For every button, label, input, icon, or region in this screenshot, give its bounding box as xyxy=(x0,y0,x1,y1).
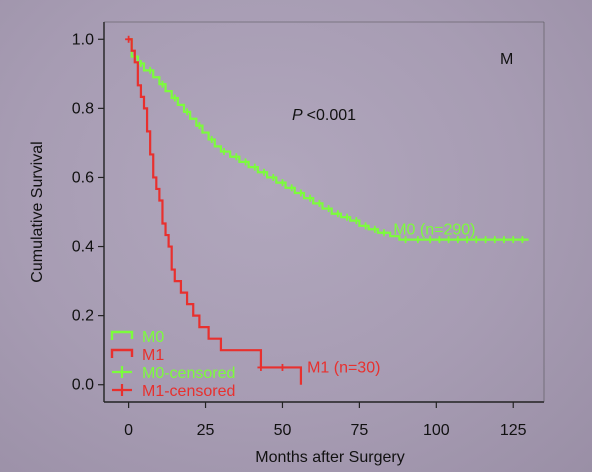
y-tick-label: 0.6 xyxy=(72,169,94,186)
censor-mark-m0 xyxy=(260,168,268,176)
censor-mark-m0 xyxy=(183,108,191,116)
censor-mark-m0 xyxy=(518,236,526,244)
series-layer: M0 (n=290) M1 (n=30) xyxy=(125,35,529,385)
censor-mark-m0 xyxy=(454,236,462,244)
x-axis-title: Months after Surgery xyxy=(255,449,404,466)
censor-mark-m0 xyxy=(463,236,471,244)
censor-mark-m0 xyxy=(232,153,240,161)
legend-label: M0 xyxy=(142,329,164,346)
censor-mark-m0 xyxy=(472,236,480,244)
censor-mark-m0 xyxy=(195,122,203,130)
y-tick-label: 0.2 xyxy=(72,308,94,325)
x-tick-label: 75 xyxy=(350,422,368,439)
legend-label: M0-censored xyxy=(142,365,235,382)
censor-mark-m0 xyxy=(334,210,342,218)
censor-mark-m0 xyxy=(352,217,360,225)
legend-label: M1-censored xyxy=(142,383,235,400)
censor-mark-m0 xyxy=(509,236,517,244)
censor-mark-m0 xyxy=(482,236,490,244)
censor-mark-m0 xyxy=(491,236,499,244)
y-tick-label: 0.8 xyxy=(72,100,94,117)
legend-step-symbol xyxy=(110,330,134,340)
censor-mark-m0 xyxy=(146,66,154,74)
censor-mark-m0 xyxy=(158,80,166,88)
legend-item: M1-censored xyxy=(112,383,235,400)
censor-mark-m0 xyxy=(278,179,286,187)
censor-mark-m0 xyxy=(306,194,314,202)
censor-mark-m0 xyxy=(362,222,370,230)
censor-mark-m0 xyxy=(242,158,250,166)
censor-mark-m1 xyxy=(257,363,265,371)
y-tick-label: 0.4 xyxy=(72,239,94,256)
censor-mark-m1 xyxy=(278,363,286,371)
y-tick-label: 1.0 xyxy=(72,31,94,48)
p-value-text: <0.001 xyxy=(307,107,356,124)
legend-label: M1 xyxy=(142,347,164,364)
censor-mark-m0 xyxy=(297,189,305,197)
x-tick-label: 50 xyxy=(274,422,292,439)
legend-item: M0-censored xyxy=(112,365,235,382)
x-tick-label: 0 xyxy=(124,422,133,439)
censor-mark-m0 xyxy=(325,205,333,213)
censor-mark-m0 xyxy=(435,236,443,244)
series-line-m1 xyxy=(128,38,303,385)
censor-mark-m0 xyxy=(208,135,216,143)
censor-mark-m0 xyxy=(500,236,508,244)
censor-mark-m0 xyxy=(380,229,388,237)
censor-mark-m0 xyxy=(251,163,259,171)
censor-mark-m0 xyxy=(371,225,379,233)
censor-mark-m1 xyxy=(125,35,133,43)
legend-step-symbol xyxy=(110,348,134,358)
y-tick-label: 0.0 xyxy=(72,377,94,394)
x-tick-label: 125 xyxy=(500,422,527,439)
censor-mark-m0 xyxy=(414,236,422,244)
censor-mark-m0 xyxy=(220,148,228,156)
axes: 0.0 0.2 0.4 0.6 0.8 1.0 0 25 50 75 100 125 xyxy=(72,21,545,439)
series-label-m1: M1 (n=30) xyxy=(307,359,380,376)
censor-mark-m0 xyxy=(402,236,410,244)
y-axis-title: Cumulative Survival xyxy=(29,141,46,282)
legend-item: M1 xyxy=(110,347,164,364)
censor-mark-m0 xyxy=(343,213,351,221)
x-tick-label: 100 xyxy=(423,422,450,439)
panel-label: M xyxy=(500,51,513,68)
series-label-m0: M0 (n=290) xyxy=(393,221,475,238)
censor-mark-m0 xyxy=(171,94,179,102)
censor-mark-m0 xyxy=(288,184,296,192)
censor-mark-m0 xyxy=(315,199,323,207)
legend-item: M0 xyxy=(110,329,164,346)
p-value-prefix: P xyxy=(292,107,303,124)
p-value-annotation: P <0.001 xyxy=(292,107,356,124)
x-tick-label: 25 xyxy=(197,422,215,439)
censor-mark-m0 xyxy=(426,236,434,244)
censor-mark-m0 xyxy=(269,173,277,181)
censor-mark-m0 xyxy=(445,236,453,244)
